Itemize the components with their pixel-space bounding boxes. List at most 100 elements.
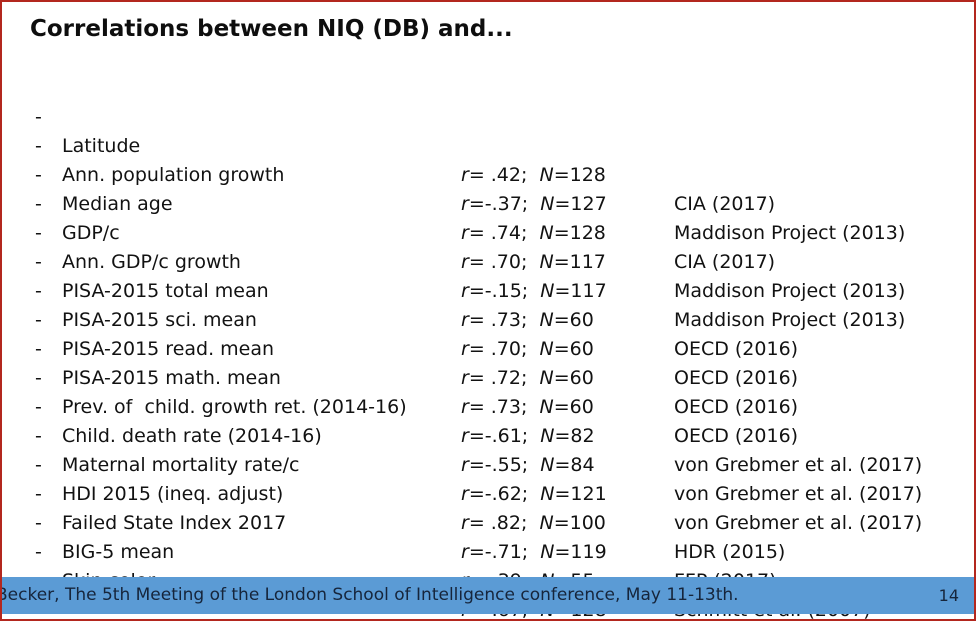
n-symbol: N [539, 251, 554, 273]
source-citation: HDR (2015) [674, 541, 786, 563]
r-symbol: r [461, 338, 469, 360]
n-value: =60 [553, 396, 594, 418]
r-symbol: r [461, 280, 469, 302]
list-item: - PISA-2015 total mean r= .73; N=60 OECD… [2, 219, 974, 360]
r-symbol: r [461, 164, 469, 186]
source-citation: von Grebmer et al. (2017) [674, 512, 923, 534]
variable-label: Child. death rate (2014-16) [62, 425, 322, 447]
list-item: - Median age r= .74; N=128 CIA (2017) [2, 132, 974, 273]
r-value: = .72; [468, 367, 540, 389]
variable-label: HDI 2015 (ineq. adjust) [62, 483, 284, 505]
n-symbol: N [539, 222, 554, 244]
statistics-value: r=-.71; N=119 [461, 538, 607, 567]
list-item: - Ann. GDP/c growth r=-.15; N=117 Maddis… [2, 190, 974, 331]
variable-label: Maternal mortality rate/c [62, 454, 300, 476]
r-value: =-.15; [468, 280, 541, 302]
r-symbol: r [461, 425, 469, 447]
bullet-dash: - [35, 106, 42, 128]
n-symbol: N [540, 541, 555, 563]
variable-label: Ann. GDP/c growth [62, 251, 241, 273]
list-item: - Ann. population growth r=-.37; N=127 M… [2, 103, 974, 244]
source-citation: Maddison Project (2013) [674, 280, 906, 302]
r-symbol: r [461, 541, 469, 563]
bullet-dash: - [35, 222, 42, 244]
n-value: =128 [553, 222, 606, 244]
n-value: =84 [554, 454, 595, 476]
n-symbol: N [540, 454, 555, 476]
n-value: =60 [553, 367, 594, 389]
list-item: - BIG-5 mean r=-.39; N=55 Schmitt et al.… [2, 480, 974, 619]
r-value: = .70; [468, 338, 540, 360]
variable-label: BIG-5 mean [62, 541, 175, 563]
page-title: Correlations between NIQ (DB) and... [30, 16, 513, 42]
statistics-value: r=-.15; N=117 [461, 277, 607, 306]
source-citation: OECD (2016) [674, 338, 799, 360]
list-item: - HDI 2015 (ineq. adjust) r= .82; N=100 … [2, 422, 974, 563]
bullet-dash: - [35, 454, 42, 476]
n-symbol: N [540, 193, 555, 215]
variable-label: Prev. of child. growth ret. (2014-16) [62, 396, 407, 418]
r-value: = .73; [468, 309, 540, 331]
r-symbol: r [461, 193, 469, 215]
source-citation: von Grebmer et al. (2017) [674, 483, 923, 505]
n-symbol: N [539, 512, 554, 534]
statistics-value: r= .70; N=60 [461, 335, 594, 364]
n-value: =60 [553, 338, 594, 360]
statistics-value: r= .72; N=60 [461, 364, 594, 393]
footer-citation: Becker, The 5th Meeting of the London Sc… [2, 585, 739, 605]
source-citation: Maddison Project (2013) [674, 222, 906, 244]
r-symbol: r [461, 309, 469, 331]
list-item: - Failed State Index 2017 r=-.71; N=119 … [2, 451, 974, 592]
r-value: = .42; [468, 164, 540, 186]
r-value: =-.62; [468, 483, 541, 505]
n-symbol: N [540, 425, 555, 447]
list-item: - Child. death rate (2014-16) r=-.55; N=… [2, 364, 974, 505]
source-citation: OECD (2016) [674, 367, 799, 389]
bullet-dash: - [35, 309, 42, 331]
bullet-dash: - [35, 280, 42, 302]
bullet-dash: - [35, 338, 42, 360]
list-item: - Skin color r=-.67; N=128 Biasutti (196… [2, 509, 974, 619]
statistics-value: r= .70; N=117 [461, 248, 606, 277]
statistics-value: r= .73; N=60 [461, 306, 594, 335]
bullet-dash: - [35, 483, 42, 505]
n-value: =119 [554, 541, 607, 563]
r-value: = .73; [468, 396, 540, 418]
bullet-dash: - [35, 193, 42, 215]
variable-label: PISA-2015 math. mean [62, 367, 281, 389]
source-citation: OECD (2016) [674, 396, 799, 418]
bullet-dash: - [35, 425, 42, 447]
n-value: =117 [554, 280, 607, 302]
n-value: =128 [553, 164, 606, 186]
statistics-value: r=-.62; N=121 [461, 480, 607, 509]
bullet-dash: - [35, 164, 42, 186]
statistics-value: r= .74; N=128 [461, 219, 606, 248]
statistics-value: r= .73; N=60 [461, 393, 594, 422]
variable-label: PISA-2015 total mean [62, 280, 269, 302]
statistics-value: r=-.61; N=82 [461, 422, 595, 451]
n-value: =100 [553, 512, 606, 534]
source-citation: CIA (2017) [674, 193, 776, 215]
r-symbol: r [461, 483, 469, 505]
r-symbol: r [461, 396, 469, 418]
r-value: = .70; [468, 251, 540, 273]
r-value: = .82; [468, 512, 540, 534]
statistics-value: r=-.37; N=127 [461, 190, 607, 219]
source-citation: Maddison Project (2013) [674, 309, 906, 331]
variable-label: Median age [62, 193, 173, 215]
r-symbol: r [461, 454, 469, 476]
statistics-value: r=-.55; N=84 [461, 451, 595, 480]
r-symbol: r [461, 251, 469, 273]
variable-label: Latitude [62, 135, 141, 157]
variable-label: Ann. population growth [62, 164, 285, 186]
r-value: = .74; [468, 222, 540, 244]
n-symbol: N [539, 367, 554, 389]
bullet-dash: - [35, 135, 42, 157]
list-item: - PISA-2015 sci. mean r= .70; N=60 OECD … [2, 248, 974, 389]
n-symbol: N [539, 396, 554, 418]
list-item: - GDP/c r= .70; N=117 Maddison Project (… [2, 161, 974, 302]
bullet-dash: - [35, 396, 42, 418]
variable-label: GDP/c [62, 222, 120, 244]
source-citation: OECD (2016) [674, 425, 799, 447]
source-citation: CIA (2017) [674, 251, 776, 273]
